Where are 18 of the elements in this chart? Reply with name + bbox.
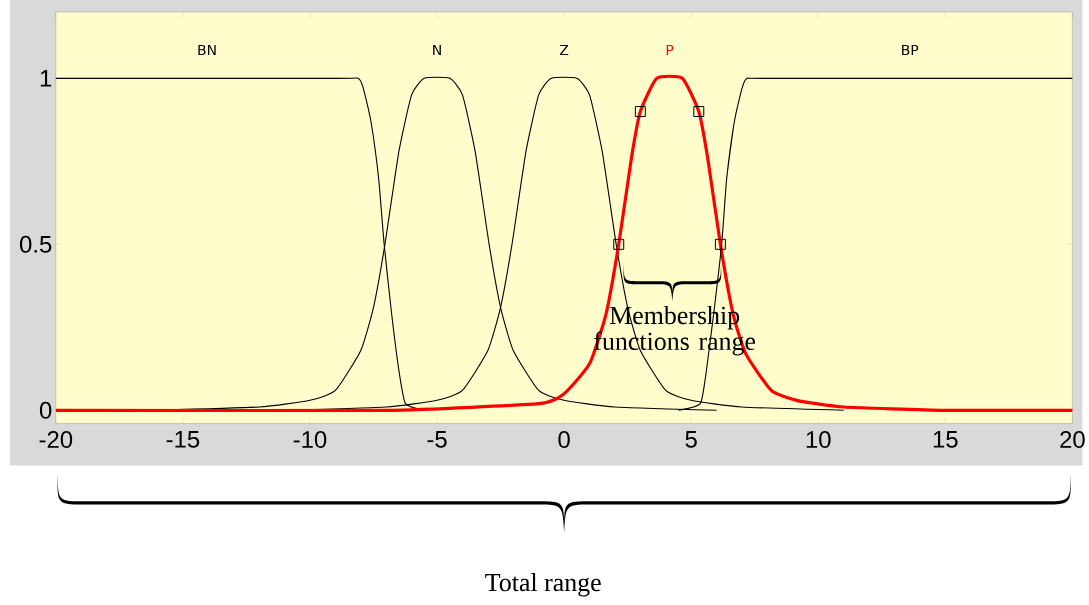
x-tick-label: 20 [1060,431,1085,449]
x-tick-label: 10 [806,431,831,449]
x-tick-label: -20 [39,431,73,449]
series-label: P [666,44,674,56]
x-tick-label: -15 [166,431,200,448]
series-label: Z [559,44,569,56]
x-tick-label: 5 [685,431,697,448]
series-label: BN [198,44,216,56]
x-tick-label: 0 [558,431,570,449]
y-tick-label: 1 [40,70,52,87]
series-label: BP [902,44,919,56]
x-tick-label: -10 [293,431,327,449]
y-tick-label: 0 [39,401,52,419]
x-tick-label: 15 [933,431,958,448]
series-label: N [433,44,441,56]
y-tick-label: 0.5 [19,235,52,253]
x-tick-label: -5 [427,431,447,448]
text: Total range [485,573,601,597]
